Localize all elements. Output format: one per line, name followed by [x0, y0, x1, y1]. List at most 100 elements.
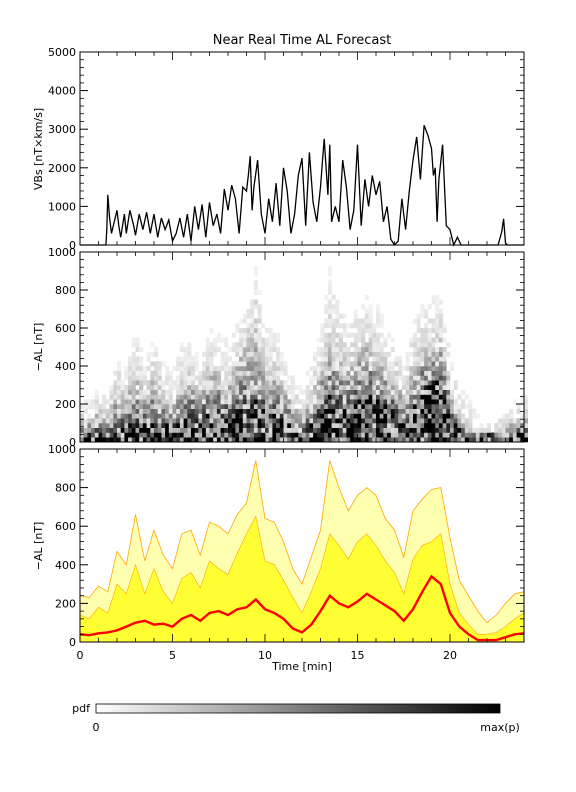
density-cell: [120, 389, 125, 395]
density-cell: [235, 394, 240, 400]
density-cell: [146, 427, 151, 433]
density-cell: [142, 427, 147, 433]
density-cell: [431, 342, 436, 348]
density-cell: [438, 328, 443, 333]
density-cell: [242, 351, 247, 357]
density-cell: [424, 361, 429, 367]
density-cell: [468, 423, 473, 428]
density-cell: [191, 380, 195, 386]
density-cell: [191, 375, 195, 381]
density-cell: [327, 285, 332, 291]
density-cell: [154, 427, 158, 433]
density-cell: [442, 323, 447, 329]
density-cell: [327, 399, 332, 405]
density-cell: [302, 418, 306, 424]
density-cell: [512, 418, 517, 424]
density-cell: [409, 423, 414, 428]
density-cell: [353, 351, 358, 357]
density-cell: [331, 342, 336, 348]
density-cell: [413, 408, 417, 414]
density-cell: [364, 294, 369, 300]
density-cell: [294, 399, 299, 405]
density-cell: [209, 408, 214, 414]
density-cell: [268, 399, 273, 405]
density-cell: [157, 432, 162, 438]
density-cell: [438, 408, 443, 414]
density-cell: [168, 380, 173, 386]
density-cell: [261, 342, 266, 348]
density-cell: [324, 304, 329, 310]
density-cell: [279, 366, 284, 371]
density-cell: [316, 389, 321, 395]
density-cell: [83, 399, 88, 405]
density-cell: [331, 385, 336, 390]
density-cell: [154, 347, 158, 352]
density-cell: [316, 423, 321, 428]
density-cell: [413, 356, 417, 362]
density-cell: [346, 413, 351, 419]
density-cell: [176, 423, 181, 428]
density-cell: [257, 432, 262, 438]
density-cell: [361, 394, 366, 400]
top-ytick-label: 0: [69, 239, 76, 252]
density-cell: [342, 323, 347, 329]
density-cell: [165, 375, 170, 381]
density-cell: [427, 342, 432, 348]
density-cell: [320, 361, 325, 367]
density-cell: [313, 356, 318, 362]
density-cell: [335, 380, 340, 386]
density-cell: [357, 413, 362, 419]
density-cell: [435, 323, 440, 329]
density-cell: [376, 309, 380, 314]
density-cell: [342, 332, 347, 338]
density-cell: [294, 427, 299, 433]
density-cell: [438, 399, 443, 405]
density-cell: [424, 342, 429, 348]
density-cell: [394, 399, 399, 405]
density-cell: [113, 408, 118, 414]
density-cell: [383, 418, 388, 424]
density-cell: [154, 408, 158, 414]
density-cell: [487, 437, 491, 443]
density-cell: [117, 404, 121, 409]
density-cell: [331, 337, 336, 343]
density-cell: [450, 399, 454, 405]
density-cell: [250, 418, 255, 424]
density-cell: [276, 370, 281, 376]
density-cell: [276, 332, 281, 338]
density-cell: [139, 418, 144, 424]
density-cell: [253, 389, 258, 395]
density-cell: [324, 347, 329, 352]
density-cell: [435, 337, 440, 343]
density-cell: [80, 432, 84, 438]
density-cell: [335, 413, 340, 419]
density-cell: [213, 427, 218, 433]
density-cell: [383, 404, 388, 409]
density-cell: [346, 380, 351, 386]
density-cell: [339, 332, 343, 338]
density-cell: [335, 432, 340, 438]
density-cell: [431, 380, 436, 386]
density-cell: [142, 404, 147, 409]
density-cell: [368, 304, 373, 310]
density-cell: [313, 399, 318, 405]
density-cell: [80, 437, 84, 443]
density-cell: [224, 366, 229, 371]
density-cell: [165, 370, 170, 376]
density-cell: [335, 304, 340, 310]
density-cell: [157, 366, 162, 371]
density-cell: [353, 318, 358, 324]
density-cell: [431, 351, 436, 357]
density-cell: [279, 432, 284, 438]
density-cell: [142, 375, 147, 381]
density-cell: [250, 304, 255, 310]
density-cell: [265, 394, 269, 400]
density-cell: [420, 404, 425, 409]
density-cell: [117, 399, 121, 405]
density-cell: [342, 366, 347, 371]
density-cell: [376, 432, 380, 438]
density-cell: [198, 437, 203, 443]
density-cell: [390, 347, 395, 352]
density-cell: [368, 432, 373, 438]
density-cell: [313, 418, 318, 424]
